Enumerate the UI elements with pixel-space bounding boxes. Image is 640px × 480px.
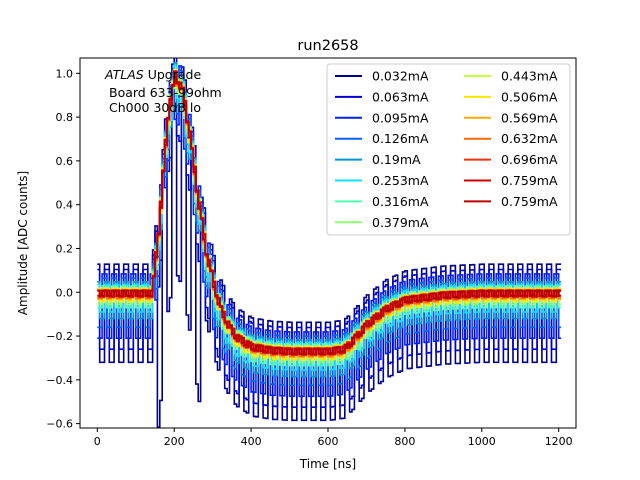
y-tick-label: −0.2 bbox=[46, 330, 73, 343]
legend-label: 0.126mA bbox=[372, 131, 429, 146]
annotation-board: Board 633-99ohm bbox=[109, 85, 222, 100]
series-line bbox=[97, 65, 562, 398]
legend-label: 0.316mA bbox=[372, 194, 429, 209]
series-line bbox=[97, 72, 562, 428]
x-tick-label: 1000 bbox=[468, 435, 496, 448]
atlas-label: ATLAS bbox=[104, 67, 144, 82]
legend-label: 0.759mA bbox=[501, 194, 558, 209]
series-line bbox=[97, 58, 562, 409]
legend-label: 0.443mA bbox=[501, 69, 558, 84]
legend-label: 0.759mA bbox=[501, 173, 558, 188]
legend-label: 0.569mA bbox=[501, 110, 558, 125]
y-tick-label: 0.6 bbox=[56, 155, 74, 168]
y-axis-ticks: −0.6 −0.4 −0.2 0.0 0.2 0.4 0.6 0.8 1.0 bbox=[46, 67, 80, 431]
legend-label: 0.095mA bbox=[372, 110, 429, 125]
y-tick-label: 0.0 bbox=[56, 286, 74, 299]
y-tick-label: −0.6 bbox=[46, 418, 73, 431]
series-line bbox=[97, 69, 562, 387]
legend-label: 0.032mA bbox=[372, 69, 429, 84]
x-tick-label: 600 bbox=[318, 435, 339, 448]
legend-label: 0.19mA bbox=[372, 152, 421, 167]
y-tick-label: −0.4 bbox=[46, 374, 73, 387]
legend: 0.032mA 0.063mA 0.095mA 0.126mA 0.19mA 0.253m… bbox=[326, 63, 571, 236]
legend-label: 0.379mA bbox=[372, 215, 429, 230]
annotation-channel: Ch000 30dB lo bbox=[109, 100, 201, 115]
y-tick-label: 0.8 bbox=[56, 111, 74, 124]
x-axis-ticks: 0 200 400 600 800 1000 1200 bbox=[94, 428, 573, 448]
x-tick-label: 200 bbox=[164, 435, 185, 448]
legend-label: 0.632mA bbox=[501, 131, 558, 146]
x-tick-label: 0 bbox=[94, 435, 101, 448]
x-tick-label: 800 bbox=[394, 435, 415, 448]
atlas-annotation: ATLAS Upgrade Board 633-99ohm Ch000 30dB… bbox=[104, 67, 222, 115]
series-line bbox=[97, 64, 562, 371]
series-layer bbox=[97, 58, 562, 428]
legend-label: 0.696mA bbox=[501, 152, 558, 167]
y-tick-label: 0.2 bbox=[56, 242, 74, 255]
legend-box bbox=[326, 63, 571, 236]
x-axis-label: Time [ns] bbox=[299, 457, 356, 471]
chart-title: run2658 bbox=[297, 38, 358, 54]
y-tick-label: 1.0 bbox=[56, 67, 74, 80]
atlas-upgrade-label: Upgrade bbox=[144, 67, 202, 82]
y-axis-label: Amplitude [ADC counts] bbox=[16, 171, 30, 315]
legend-label: 0.506mA bbox=[501, 89, 558, 104]
legend-label: 0.063mA bbox=[372, 89, 429, 104]
svg-text:ATLAS Upgrade: ATLAS Upgrade bbox=[104, 67, 201, 82]
y-tick-label: 0.4 bbox=[56, 199, 74, 212]
x-tick-label: 1200 bbox=[545, 435, 573, 448]
legend-label: 0.253mA bbox=[372, 173, 429, 188]
x-tick-label: 400 bbox=[241, 435, 262, 448]
series-line bbox=[97, 75, 562, 355]
